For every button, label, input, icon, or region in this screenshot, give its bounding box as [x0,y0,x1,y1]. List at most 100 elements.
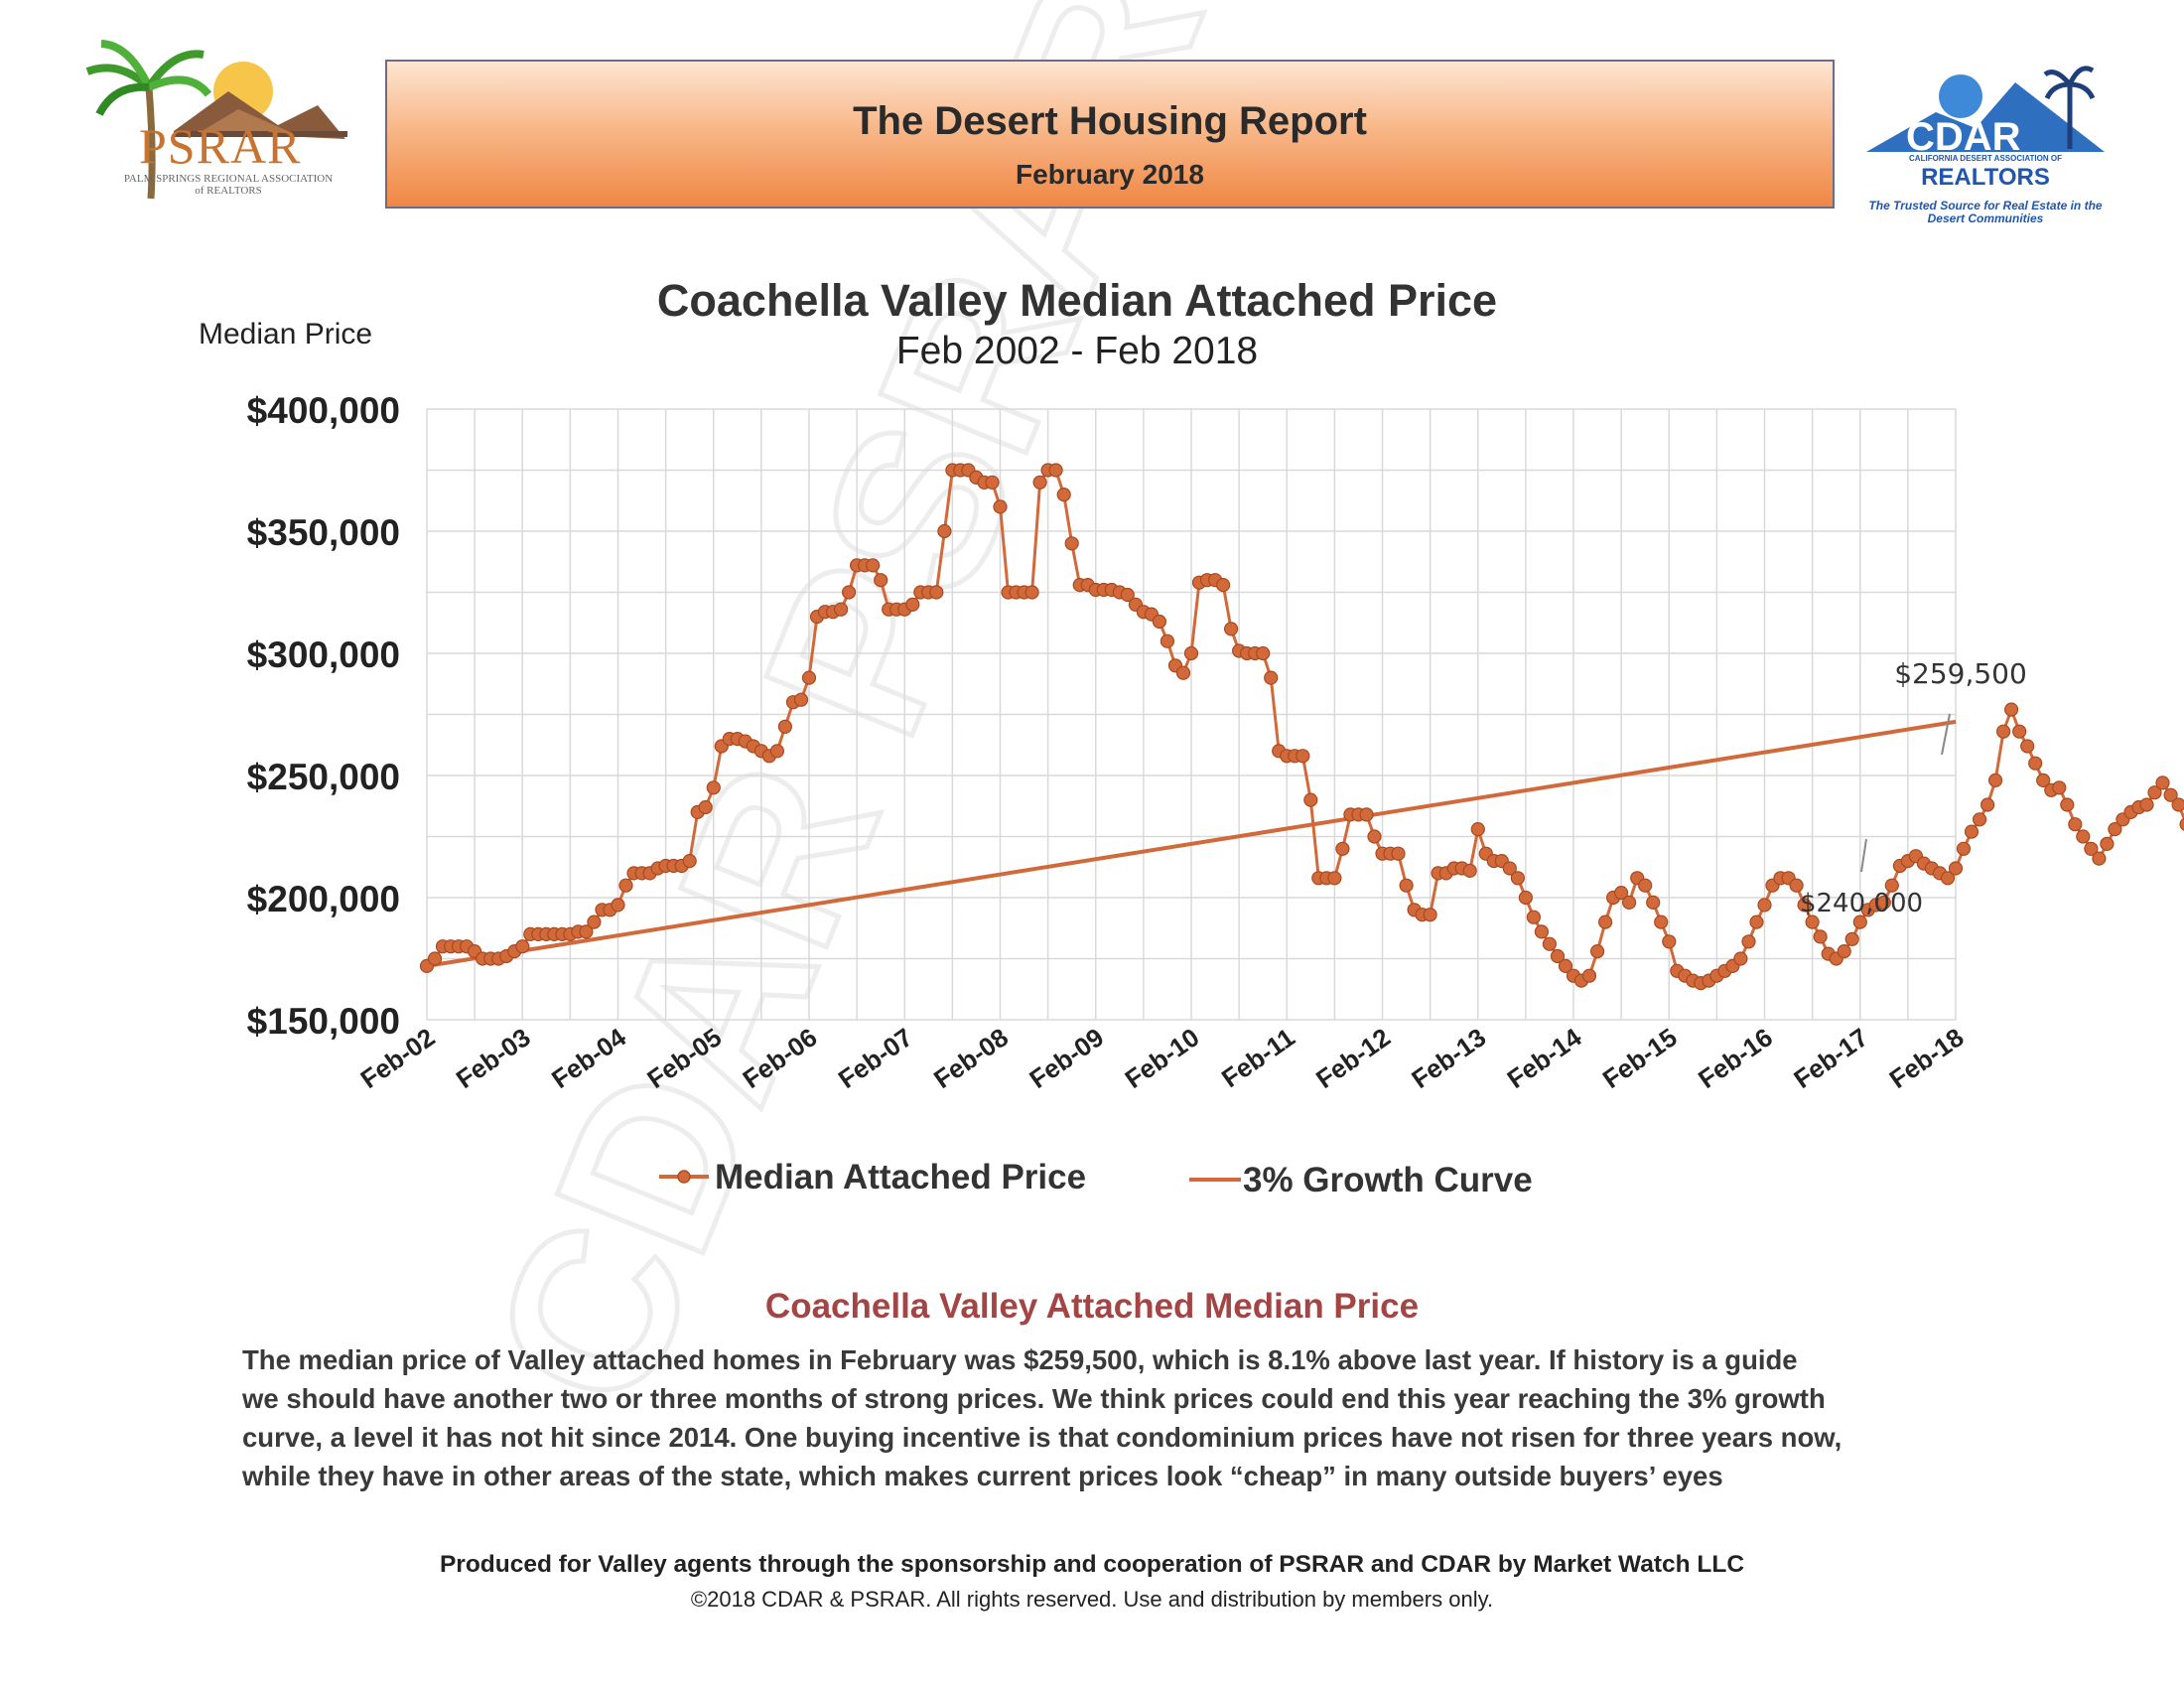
legend-median-marker [677,1170,691,1184]
median-price-point [1613,885,1629,901]
cdar-logo-realtors: REALTORS [1921,164,2050,191]
median-price-point [793,692,809,707]
body-line-4: while they have in other areas of the st… [242,1461,1723,1491]
median-price-point [1064,536,1079,551]
x-tick-label: Feb-14 [1502,1022,1587,1094]
median-price-point [1120,587,1135,603]
legend-growth-label: 3% Growth Curve [1243,1161,1533,1199]
median-price-point [1964,824,1979,839]
x-tick-label: Feb-05 [641,1022,727,1094]
median-price-point [2155,775,2170,790]
median-price-point [801,670,817,685]
median-price-point [1979,797,1995,812]
annotation-feb17-value: $240,000 [1800,889,1923,918]
cdar-logo-line1: CALIFORNIA DESERT ASSOCIATION OF [1909,154,2062,163]
growth-curve-layer [426,719,1957,968]
psrar-logo-text: PSRAR [139,118,302,174]
median-price-point [1335,841,1350,856]
y-tick-label: $250,000 [247,757,400,797]
median-price-point [1837,943,1851,959]
median-price-point [682,853,697,869]
median-price-point [833,602,849,617]
y-tick-label: $200,000 [247,879,400,919]
median-price-point [2139,797,2154,812]
median-price-point [1542,936,1558,951]
chart-title: Coachella Valley Median Attached Price [657,275,1497,326]
median-price-point [929,585,944,600]
median-price-point [2052,780,2067,795]
body-line-3: curve, a level it has not hit since 2014… [242,1422,1843,1453]
median-price-point [1518,890,1534,906]
growth-curve-line [426,719,1957,968]
palm-tree-mountain-icon [85,40,347,200]
median-price-point [1470,821,1485,837]
x-tick-label: Feb-18 [1884,1022,1970,1094]
footer-sponsorship: Produced for Valley agents through the s… [439,1551,1745,1578]
median-price-point [1032,475,1047,490]
median-price-point [1558,958,1573,974]
median-price-point [1391,846,1406,861]
median-price-point [2020,739,2035,754]
median-price-point [1256,645,1271,661]
median-price-point [1510,871,1526,886]
median-price-point [515,939,530,954]
median-price-point [1884,878,1899,893]
psrar-logo-subtitle: PALM SPRINGS REGIONAL ASSOCIATION of REA… [123,173,334,197]
median-price-point [1024,585,1039,600]
median-price-point [1152,614,1167,630]
y-tick-label: $400,000 [247,390,400,431]
y-axis-label: Median Price [199,318,372,351]
median-price-point [1789,878,1804,893]
cdar-logo-tagline: The Trusted Source for Real Estate in th… [1868,199,2103,225]
annotation-leader-feb17 [1860,838,1867,873]
median-price-point [706,780,721,795]
median-price-point [1972,812,1987,827]
chart-subtitle: Feb 2002 - Feb 2018 [896,330,1258,372]
median-price-point [2012,724,2027,739]
annotation-leader-last [1941,713,1951,756]
median-price-point [769,744,785,759]
median-price-point [1654,914,1669,929]
median-price-point [2060,797,2075,812]
median-price-point [1956,841,1972,856]
median-price-point [1264,670,1279,685]
median-price-point [1757,898,1772,913]
annotation-last-value: $259,500 [1894,657,2027,690]
section-title: Coachella Valley Attached Median Price [764,1287,1420,1326]
x-tick-label: Feb-06 [738,1022,823,1094]
median-price-series-layer [419,463,2184,991]
median-price-point [579,924,594,939]
median-price-point [587,914,602,929]
footer-copyright: ©2018 CDAR & PSRAR. All rights reserved.… [690,1587,1494,1612]
median-price-point [1534,924,1550,939]
report-banner: The Desert Housing Report February 2018 [385,60,1835,209]
x-tick-label: Feb-16 [1693,1022,1778,1094]
annotations-layer: $259,500 $240,000 [1800,657,2027,918]
x-tick-label: Feb-12 [1310,1022,1396,1094]
median-price-point [1223,622,1239,636]
x-tick-label: Feb-09 [1024,1022,1109,1094]
y-axis-ticks: $400,000 $350,000 $300,000 $250,000 $200,000… [247,390,400,1042]
y-tick-label: $350,000 [247,512,400,553]
median-price-point [866,558,881,573]
median-price-point [1733,951,1748,966]
median-price-point [1646,895,1661,911]
cdar-logo: CDAR CALIFORNIA DESERT ASSOCIATION OF RE… [1866,55,2115,243]
median-price-point [993,499,1008,514]
median-price-point [1399,878,1414,893]
median-price-point [1359,807,1374,822]
median-price-point [2028,756,2043,771]
median-price-point [985,475,1000,490]
x-tick-label: Feb-04 [546,1022,631,1094]
median-price-point [1048,463,1063,478]
median-price-point [2100,836,2115,852]
median-price-point [1741,934,1756,949]
median-price-point [1638,878,1653,893]
x-tick-label: Feb-03 [451,1022,536,1094]
x-tick-label: Feb-11 [1216,1022,1300,1093]
median-price-point [2163,787,2178,802]
median-price-point [1327,871,1342,886]
y-tick-label: $300,000 [247,634,400,675]
median-price-point [1303,792,1318,807]
